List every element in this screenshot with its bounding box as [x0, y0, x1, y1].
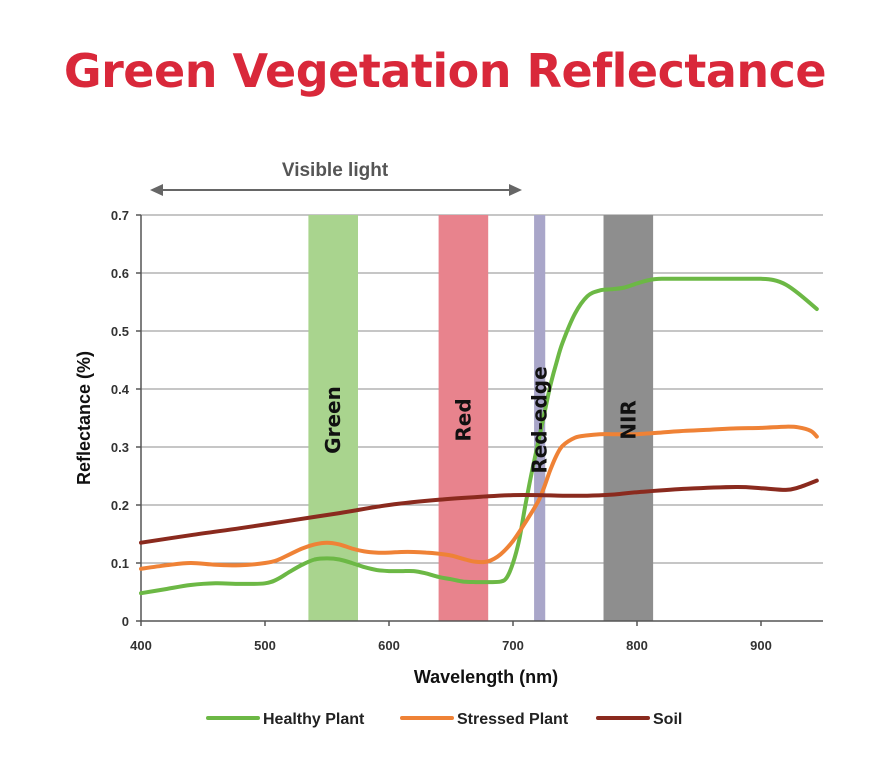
y-tick-label-0-3: 0.3 — [111, 440, 129, 455]
y-tick-label-0-5: 0.5 — [111, 324, 129, 339]
legend-label-stressed-plant: Stressed Plant — [457, 711, 569, 728]
band-label-red-edge: Red-edge — [528, 366, 552, 473]
x-tick-label-600: 600 — [378, 638, 400, 653]
legend-label-soil: Soil — [653, 711, 682, 728]
y-tick-label-0-7: 0.7 — [111, 208, 129, 223]
visible-light-annotation: Visible light — [150, 160, 522, 196]
series-line-stressed-plant — [139, 424, 819, 571]
visible-light-arrowhead-left — [150, 184, 163, 196]
y-axis-title: Reflectance (%) — [74, 351, 94, 485]
tick-labels: 0 0.1 0.2 0.3 0.4 0.5 0.6 0.7 400 500 600 700 800 900 — [111, 208, 772, 653]
y-tick-label-0-6: 0.6 — [111, 266, 129, 281]
band-label-red: Red — [451, 398, 475, 441]
legend-label-healthy-plant: Healthy Plant — [263, 711, 365, 728]
series-line-healthy-plant — [139, 276, 819, 596]
x-tick-label-800: 800 — [626, 638, 648, 653]
series-line-soil — [139, 478, 819, 545]
visible-light-arrowhead-right — [509, 184, 522, 196]
visible-light-label: Visible light — [282, 160, 389, 181]
page-title: Green Vegetation Reflectance — [63, 44, 827, 98]
band-labels: Green Red Red-edge NIR — [321, 366, 640, 473]
x-axis-title: Wavelength (nm) — [414, 667, 558, 687]
band-red-edge — [534, 215, 546, 621]
x-tick-label-400: 400 — [130, 638, 152, 653]
x-tick-label-700: 700 — [502, 638, 524, 653]
x-tick-label-900: 900 — [750, 638, 772, 653]
band-green — [308, 215, 358, 621]
data-series — [139, 276, 819, 596]
y-tick-label-0-4: 0.4 — [111, 382, 130, 397]
chart-legend: Healthy Plant Stressed Plant Soil — [206, 711, 682, 728]
band-label-green: Green — [321, 386, 345, 454]
axes — [136, 214, 823, 626]
band-label-nir: NIR — [616, 400, 640, 440]
x-tick-label-500: 500 — [254, 638, 276, 653]
y-tick-label-0-1: 0.1 — [111, 556, 129, 571]
y-tick-label-0-2: 0.2 — [111, 498, 129, 513]
y-tick-label-0: 0 — [122, 614, 129, 629]
